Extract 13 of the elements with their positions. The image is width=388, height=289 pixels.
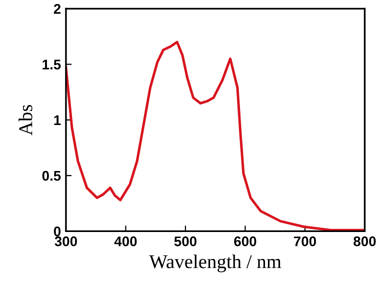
x-axis-title: Wavelength / nm <box>149 254 282 272</box>
x-tick-label: 400 <box>114 236 137 246</box>
y-tick-label: 1.5 <box>42 60 61 70</box>
x-tick-label: 800 <box>354 236 376 246</box>
x-tick-label: 500 <box>174 236 196 246</box>
y-tick-label: 2 <box>54 4 61 14</box>
x-tick-label: 700 <box>294 236 316 246</box>
y-axis-title: Abs <box>18 104 32 136</box>
y-tick-label: 0.5 <box>42 170 61 181</box>
y-tick-label: 1 <box>54 115 61 125</box>
x-tick-label: 600 <box>234 236 256 246</box>
y-tick-label: 0 <box>54 226 61 236</box>
x-tick-label: 300 <box>54 236 77 246</box>
